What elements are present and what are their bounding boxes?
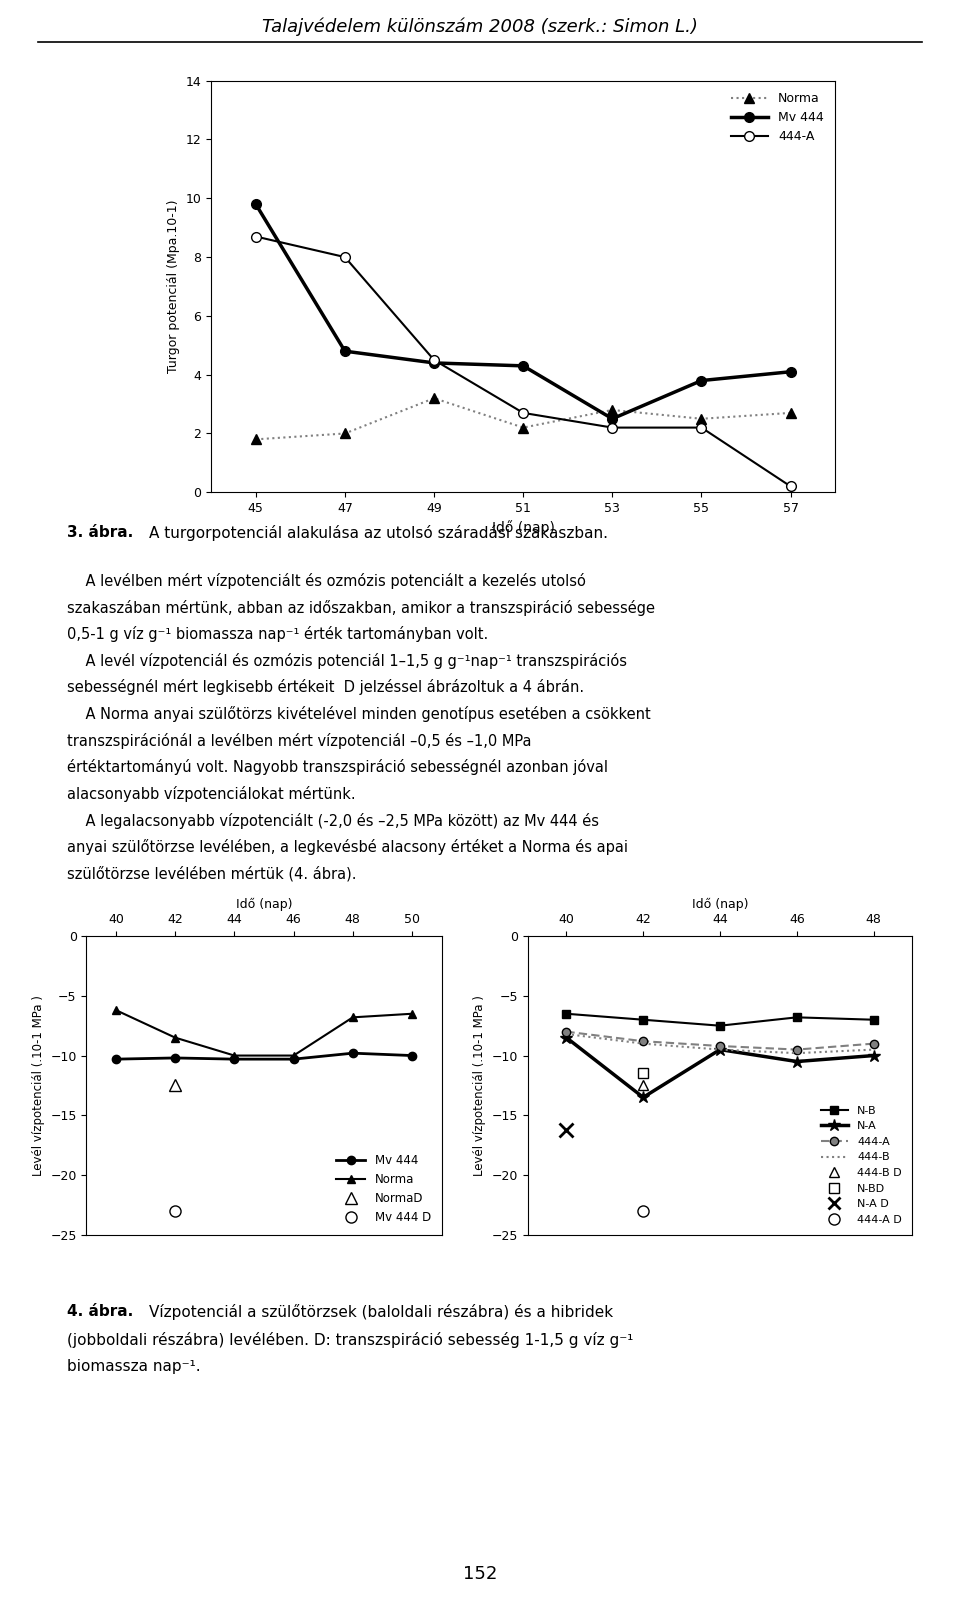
Norma [110,1001,122,1020]
Text: sebességnél mért legkisebb értékeit  D jelzéssel ábrázoltuk a 4 ábrán.: sebességnél mért legkisebb értékeit D je… [67,679,585,696]
444-A [561,1022,572,1041]
Text: (jobboldali részábra) levélében. D: transzspiráció sebesség 1-1,5 g víz g⁻¹: (jobboldali részábra) levélében. D: tran… [67,1332,634,1348]
444-B [714,1039,726,1059]
Text: 0,5-1 g víz g⁻¹ biomassza nap⁻¹ érték tartományban volt.: 0,5-1 g víz g⁻¹ biomassza nap⁻¹ érték ta… [67,626,489,642]
N-B [714,1017,726,1036]
N-B [868,1010,879,1030]
Text: 3. ábra.: 3. ábra. [67,525,133,539]
Line: 444-A: 444-A [563,1028,877,1054]
Norma [696,408,708,428]
Text: A levél vízpotenciál és ozmózis potenciál 1–1,5 g g⁻¹nap⁻¹ transzspirációs: A levél vízpotenciál és ozmózis potenciá… [67,652,627,668]
Text: A turgorpotenciál alakulása az utolsó száradási szakaszban.: A turgorpotenciál alakulása az utolsó sz… [149,525,608,541]
Norma [785,404,797,423]
Text: Vízpotenciál a szülőtörzsek (baloldali részábra) és a hibridek: Vízpotenciál a szülőtörzsek (baloldali r… [149,1304,612,1320]
444-B [637,1035,649,1054]
444-A [791,1039,803,1059]
Mv 444 [785,362,797,381]
Text: értéktartományú volt. Nagyobb transzspiráció sebességnél azonban jóval: értéktartományú volt. Nagyobb transzspir… [67,760,609,775]
Line: Norma: Norma [111,1006,417,1060]
Text: szülőtörzse levélében mértük (4. ábra).: szülőtörzse levélében mértük (4. ábra). [67,865,357,881]
Text: A levélben mért vízpotenciált és ozmózis potenciált a kezelés utolsó: A levélben mért vízpotenciált és ozmózis… [67,573,586,589]
Line: Mv 444: Mv 444 [251,199,796,423]
444-A [696,418,708,437]
Norma [517,418,529,437]
Text: anyai szülőtörzse levélében, a legkevésbé alacsony értéket a Norma és apai: anyai szülőtörzse levélében, a legkevésb… [67,839,628,855]
Mv 444 [348,1044,359,1064]
Text: 152: 152 [463,1564,497,1583]
Line: N-A: N-A [560,1031,880,1104]
X-axis label: Idő (nap): Idő (nap) [692,897,748,910]
Norma [406,1004,418,1023]
Mv 444 [517,357,529,376]
Y-axis label: Levél vízpotenciál (.10-1 MPa ): Levél vízpotenciál (.10-1 MPa ) [32,994,45,1177]
Text: alacsonyabb vízpotenciálokat mértünk.: alacsonyabb vízpotenciálokat mértünk. [67,786,356,802]
444-A [428,350,440,370]
444-B [868,1039,879,1059]
Line: 444-A: 444-A [251,232,796,491]
Mv 444 [228,1049,240,1068]
444-B [561,1025,572,1044]
Mv 444 [110,1049,122,1068]
N-A [791,1052,803,1072]
444-A [785,476,797,495]
Mv 444 [288,1049,300,1068]
Legend: Mv 444, Norma, NormaD, Mv 444 D: Mv 444, Norma, NormaD, Mv 444 D [331,1149,436,1228]
Text: 4. ábra.: 4. ábra. [67,1304,133,1319]
N-A [637,1088,649,1107]
Norma [288,1046,300,1065]
N-A [561,1028,572,1047]
444-A [868,1035,879,1054]
Text: szakaszában mértünk, abban az időszakban, amikor a transzspiráció sebessége: szakaszában mértünk, abban az időszakban… [67,599,655,615]
Norma [339,424,350,444]
X-axis label: Idő (nap): Idő (nap) [236,897,292,910]
X-axis label: Idő (nap): Idő (nap) [492,521,555,536]
Norma [250,429,261,449]
Text: A Norma anyai szülőtörzs kivételével minden genotípus esetében a csökkent: A Norma anyai szülőtörzs kivételével min… [67,707,651,721]
Line: Mv 444: Mv 444 [111,1049,417,1064]
Text: biomassza nap⁻¹.: biomassza nap⁻¹. [67,1359,201,1374]
Mv 444 [696,371,708,391]
444-A [339,247,350,266]
Y-axis label: Levél vízpotenciál (.10-1 MPa ): Levél vízpotenciál (.10-1 MPa ) [473,994,487,1177]
Line: 444-B: 444-B [566,1035,874,1054]
Mv 444 [607,408,618,428]
444-A [250,228,261,247]
444-A [517,404,529,423]
Norma [170,1028,181,1047]
Legend: Norma, Mv 444, 444-A: Norma, Mv 444, 444-A [726,87,828,148]
N-B [561,1004,572,1023]
444-A [714,1036,726,1056]
Text: transzspirációnál a levélben mért vízpotenciál –0,5 és –1,0 MPa: transzspirációnál a levélben mért vízpot… [67,733,532,749]
N-A [714,1039,726,1059]
Line: Norma: Norma [251,394,796,444]
Text: A legalacsonyabb vízpotenciált (-2,0 és –2,5 MPa között) az Mv 444 és: A legalacsonyabb vízpotenciált (-2,0 és … [67,813,599,828]
Norma [348,1007,359,1027]
Y-axis label: Turgor potenciál (Mpa.10-1): Turgor potenciál (Mpa.10-1) [167,200,180,373]
Mv 444 [406,1046,418,1065]
444-A [607,418,618,437]
N-B [791,1007,803,1027]
Norma [607,400,618,420]
Mv 444 [250,195,261,215]
Text: Talajvédelem különszám 2008 (szerk.: Simon L.): Talajvédelem különszám 2008 (szerk.: Sim… [262,18,698,36]
Line: N-B: N-B [563,1010,877,1030]
444-B [791,1044,803,1064]
Legend: N-B, N-A, 444-A, 444-B, 444-B D, N-BD, N-A D, 444-A D: N-B, N-A, 444-A, 444-B, 444-B D, N-BD, N… [816,1101,906,1230]
N-B [637,1010,649,1030]
Norma [228,1046,240,1065]
N-A [868,1046,879,1065]
Mv 444 [339,342,350,362]
Mv 444 [170,1047,181,1067]
Mv 444 [428,353,440,373]
Norma [428,389,440,408]
444-A [637,1031,649,1051]
